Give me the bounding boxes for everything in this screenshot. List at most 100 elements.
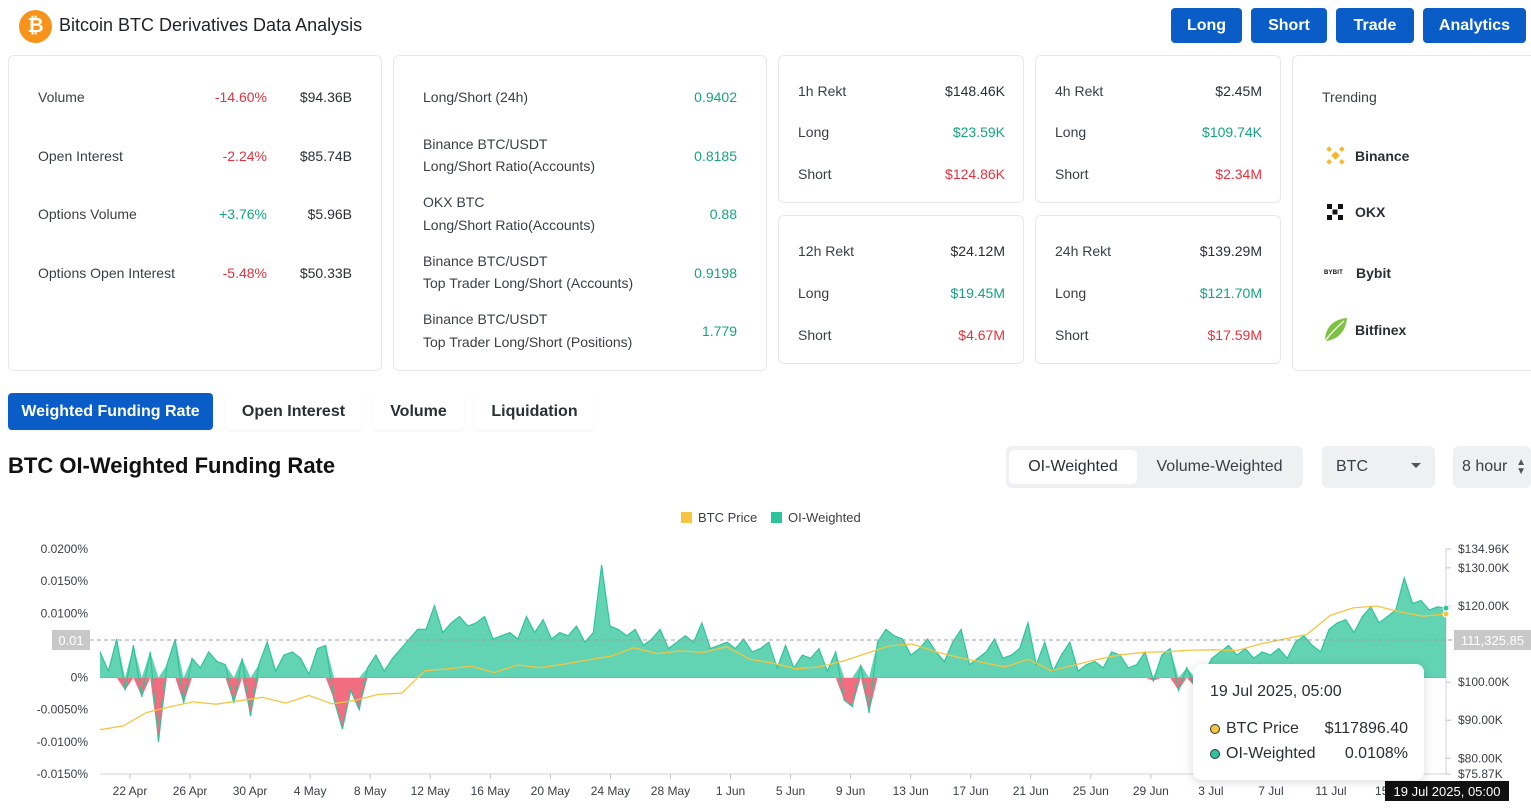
rekt-short-value: $2.34M — [1215, 166, 1262, 182]
x-tick-label: 5 Jun — [776, 784, 805, 798]
rekt-card-12h: 12h Rekt $24.12M Long $19.45M Short $4.6… — [778, 215, 1024, 364]
rekt-short-label: Short — [1055, 166, 1089, 182]
x-tick-label: 30 Apr — [233, 784, 268, 798]
y-right-tick-label: $75.87K — [1458, 767, 1503, 781]
short-button[interactable]: Short — [1251, 8, 1327, 43]
long-button[interactable]: Long — [1171, 8, 1242, 43]
oi-weighted-option[interactable]: OI-Weighted — [1009, 450, 1137, 484]
rekt-label: 12h Rekt — [798, 243, 855, 259]
y-left-tick-label: -0.0100% — [37, 735, 89, 749]
market-change: -14.60% — [214, 89, 267, 105]
legend-item-oi[interactable]: OI-Weighted — [771, 510, 861, 525]
y-left-tick-label: 0% — [71, 671, 89, 685]
rekt-card-1h: 1h Rekt $148.46K Long $23.59K Short $124… — [778, 55, 1024, 203]
ratio-value: 0.8185 — [694, 148, 737, 164]
rekt-total: $24.12M — [950, 243, 1005, 259]
x-tick-label: 25 Jun — [1073, 784, 1109, 798]
chart-tooltip: 19 Jul 2025, 05:00 BTC Price $117896.40 … — [1193, 664, 1424, 780]
market-label: Volume — [38, 89, 85, 105]
market-value: $5.96B — [307, 206, 352, 222]
market-stats-card: Volume -14.60% $94.36B Open Interest -2.… — [8, 55, 382, 371]
legend-label: OI-Weighted — [788, 510, 861, 525]
oi-positive-area — [100, 565, 1446, 678]
rekt-short-label: Short — [798, 166, 832, 182]
y-left-tick-label: -0.0050% — [37, 703, 89, 717]
ratio-sublabel: Top Trader Long/Short (Positions) — [423, 334, 633, 350]
trending-item-okx[interactable]: OKX — [1327, 204, 1385, 220]
tab-open-interest[interactable]: Open Interest — [225, 393, 362, 430]
ratio-label: Binance BTC/USDT — [423, 136, 548, 152]
tooltip-row-price: BTC Price $117896.40 — [1210, 720, 1408, 738]
trending-item-bybit[interactable]: BYBIT Bybit — [1324, 265, 1391, 281]
ratio-label: OKX BTC — [423, 194, 485, 210]
y-right-tick-label: $130.00K — [1458, 561, 1509, 575]
ratio-value: 1.779 — [701, 323, 737, 339]
crosshair-left-label: 0.01 — [52, 630, 90, 650]
trade-button[interactable]: Trade — [1336, 8, 1414, 43]
market-change: -2.24% — [222, 148, 267, 164]
rekt-card-24h: 24h Rekt $139.29M Long $121.70M Short $1… — [1035, 215, 1281, 364]
bitcoin-logo-icon: ₿ — [19, 10, 52, 43]
rekt-label: 4h Rekt — [1055, 83, 1104, 99]
y-right-tick-label: $90.00K — [1458, 713, 1503, 727]
y-left-tick-label: -0.0150% — [37, 767, 89, 781]
price-endpoint-marker — [1442, 610, 1450, 618]
trending-title: Trending — [1322, 89, 1377, 105]
market-change: +3.76% — [219, 206, 267, 222]
tooltip-value: $117896.40 — [1324, 720, 1408, 737]
interval-select-value: 8 hour — [1462, 458, 1508, 475]
y-right-tick-label: $100.00K — [1458, 675, 1509, 689]
rekt-label: 1h Rekt — [798, 83, 847, 99]
x-tick-label: 8 May — [354, 784, 387, 798]
rekt-long-value: $23.59K — [952, 124, 1005, 140]
binance-icon — [1326, 146, 1345, 165]
legend-item-price[interactable]: BTC Price — [681, 510, 757, 525]
rekt-short-value: $124.86K — [945, 166, 1005, 182]
x-tick-label: 26 Apr — [173, 784, 208, 798]
y-right-tick-label: $120.00K — [1458, 599, 1509, 613]
x-tick-label: 1 Jun — [716, 784, 745, 798]
long-short-ratios-card: Long/Short (24h) 0.9402 Binance BTC/USDT… — [393, 55, 767, 371]
x-tick-label: 4 May — [294, 784, 327, 798]
rekt-long-value: $19.45M — [950, 285, 1005, 301]
rekt-total: $148.46K — [945, 83, 1005, 99]
tab-weighted-funding-rate[interactable]: Weighted Funding Rate — [8, 393, 213, 430]
market-value: $94.36B — [299, 89, 352, 105]
x-tick-label: 16 May — [471, 784, 510, 798]
tooltip-value: 0.0108% — [1344, 745, 1408, 762]
x-tick-label: 22 Apr — [113, 784, 148, 798]
trending-item-bitfinex[interactable]: Bitfinex — [1322, 316, 1406, 343]
page-title: Bitcoin BTC Derivatives Data Analysis — [59, 15, 363, 35]
ratio-label: Binance BTC/USDT — [423, 311, 548, 327]
trending-item-label: OKX — [1355, 204, 1386, 220]
bitfinex-leaf-icon — [1324, 318, 1347, 342]
tab-liquidation[interactable]: Liquidation — [475, 393, 594, 430]
interval-select[interactable]: 8 hour ▲ ▼ — [1453, 446, 1531, 488]
x-tick-label: 7 Jul — [1258, 784, 1283, 798]
market-change: -5.48% — [222, 265, 267, 281]
tab-volume[interactable]: Volume — [373, 393, 464, 430]
rekt-card-4h: 4h Rekt $2.45M Long $109.74K Short $2.34… — [1035, 55, 1281, 203]
top-header: ₿ Bitcoin BTC Derivatives Data Analysis … — [0, 0, 1531, 52]
legend-swatch — [771, 512, 782, 523]
x-tick-label: 20 May — [531, 784, 570, 798]
y-right-tick-label: $80.00K — [1458, 751, 1503, 765]
crosshair-x-label: 19 Jul 2025, 05:00 — [1385, 781, 1509, 801]
analytics-button[interactable]: Analytics — [1423, 8, 1526, 43]
tooltip-name: OI-Weighted — [1226, 745, 1316, 762]
ratio-value: 0.9402 — [694, 89, 737, 105]
asset-select-value: BTC — [1336, 458, 1368, 475]
legend-label: BTC Price — [698, 510, 758, 525]
chart-title: BTC OI-Weighted Funding Rate — [8, 453, 336, 478]
volume-weighted-option[interactable]: Volume-Weighted — [1156, 458, 1283, 475]
asset-select[interactable]: BTC — [1322, 446, 1435, 488]
trending-item-binance[interactable]: Binance — [1322, 142, 1409, 169]
updown-icon: ▲ ▼ — [1516, 457, 1526, 477]
rekt-long-value: $121.70M — [1199, 285, 1262, 301]
x-tick-label: 13 Jun — [893, 784, 929, 798]
okx-icon — [1327, 204, 1343, 220]
y-left-tick-label: 0.0100% — [41, 606, 89, 620]
rekt-long-label: Long — [798, 285, 830, 301]
trending-item-label: Bitfinex — [1355, 321, 1407, 338]
legend-swatch — [681, 512, 692, 523]
